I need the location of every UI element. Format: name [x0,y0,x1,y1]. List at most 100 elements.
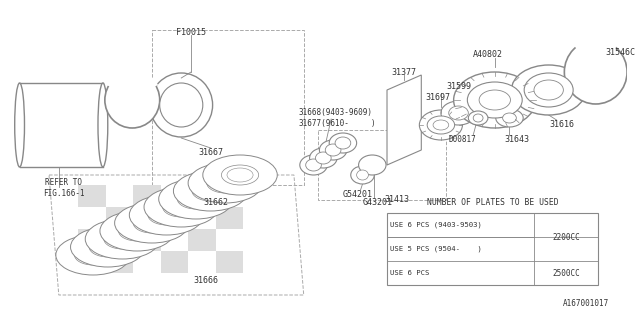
Ellipse shape [89,237,126,257]
Bar [106,185,133,207]
Bar [161,185,188,207]
Ellipse shape [159,179,233,219]
Bar [78,251,106,273]
Ellipse shape [316,152,331,164]
Text: ): ) [371,119,375,128]
Bar [133,251,161,273]
Bar [78,229,106,251]
Bar [216,185,243,207]
Ellipse shape [351,166,374,184]
Ellipse shape [502,113,516,123]
Ellipse shape [221,165,259,185]
Text: USE 5 PCS (9504-    ): USE 5 PCS (9504- ) [390,246,482,252]
Ellipse shape [183,192,209,206]
Bar [161,251,188,273]
Ellipse shape [100,211,174,251]
Text: 31677(9610-: 31677(9610- [299,119,349,128]
Ellipse shape [534,80,563,100]
Bar [133,207,161,229]
Bar [387,213,598,285]
Text: D00817: D00817 [449,135,476,144]
Ellipse shape [188,163,262,203]
Ellipse shape [207,173,244,193]
Ellipse shape [524,73,573,107]
Text: A40802: A40802 [473,50,503,59]
Ellipse shape [118,221,156,241]
Ellipse shape [124,224,150,238]
Ellipse shape [212,176,238,190]
Bar [106,251,133,273]
Ellipse shape [479,90,511,110]
Ellipse shape [144,187,218,227]
Text: 31377: 31377 [391,68,416,77]
Bar [78,185,106,207]
Ellipse shape [427,116,454,134]
Ellipse shape [449,106,468,120]
Bar [188,251,216,273]
Ellipse shape [150,73,212,137]
Text: REFER TO: REFER TO [45,178,82,187]
Ellipse shape [105,72,160,128]
Ellipse shape [177,189,214,209]
Text: 31668(9403-9609): 31668(9403-9609) [299,108,373,117]
Ellipse shape [319,140,347,160]
Bar [188,207,216,229]
Text: 31662: 31662 [203,198,228,207]
Text: 2200CC: 2200CC [552,233,580,242]
Ellipse shape [310,148,337,168]
Ellipse shape [419,110,463,140]
Ellipse shape [98,83,108,167]
Ellipse shape [511,65,586,115]
Polygon shape [387,75,421,165]
Ellipse shape [467,82,522,118]
Text: 31599: 31599 [446,82,471,91]
Bar [106,207,133,229]
Ellipse shape [85,219,160,259]
Text: 31667: 31667 [198,148,223,157]
Ellipse shape [496,109,523,127]
Ellipse shape [163,197,200,217]
Ellipse shape [56,235,131,275]
Ellipse shape [129,195,204,235]
Ellipse shape [335,137,351,149]
Text: G54201: G54201 [342,190,372,199]
Ellipse shape [227,168,253,182]
Ellipse shape [468,111,488,125]
Ellipse shape [454,72,536,128]
Text: 31413: 31413 [384,195,410,204]
Ellipse shape [203,155,277,195]
Ellipse shape [300,155,327,175]
Ellipse shape [115,203,189,243]
Ellipse shape [329,133,356,153]
Ellipse shape [168,200,195,214]
Ellipse shape [306,159,321,171]
Text: 31697: 31697 [426,93,451,102]
Bar [216,207,243,229]
Text: F10015: F10015 [176,28,206,37]
Ellipse shape [109,232,136,246]
Ellipse shape [173,171,248,211]
Text: A167001017: A167001017 [563,299,609,308]
Ellipse shape [70,227,145,267]
Bar [188,185,216,207]
Ellipse shape [356,170,369,180]
Bar [106,229,133,251]
Text: 31546C: 31546C [605,48,636,57]
Ellipse shape [325,144,341,156]
Ellipse shape [139,216,165,230]
Ellipse shape [80,248,106,262]
Ellipse shape [95,240,121,254]
Bar [188,229,216,251]
Ellipse shape [15,83,24,167]
Bar [161,229,188,251]
Ellipse shape [358,155,386,175]
Ellipse shape [441,101,476,125]
Bar [216,251,243,273]
Bar [133,229,161,251]
Text: 31616: 31616 [549,120,574,129]
Ellipse shape [154,208,180,222]
Ellipse shape [148,205,185,225]
Ellipse shape [433,120,449,130]
Ellipse shape [160,83,203,127]
Ellipse shape [473,114,483,122]
